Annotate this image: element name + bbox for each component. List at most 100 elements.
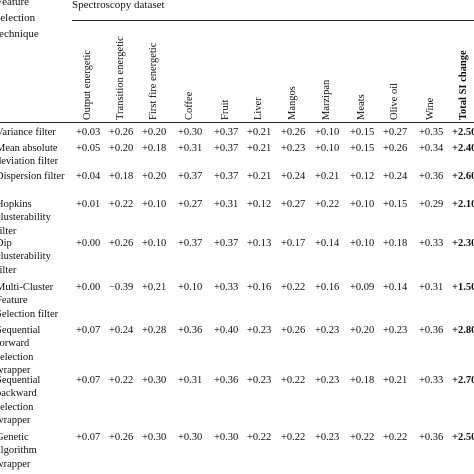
table-cell: +0.26 bbox=[109, 432, 134, 443]
table-cell: +2.50 bbox=[452, 127, 474, 138]
table-cell: +0.40 bbox=[214, 325, 239, 336]
table-cell: +1.50 bbox=[452, 282, 474, 293]
table-cell: +0.36 bbox=[419, 432, 444, 443]
table-cell: +0.10 bbox=[178, 282, 203, 293]
table-cell: +0.17 bbox=[281, 238, 306, 249]
table-cell: +0.29 bbox=[419, 199, 444, 210]
column-header: Transition energetic bbox=[115, 36, 126, 120]
column-header: Output energetic bbox=[82, 49, 93, 120]
table-cell: +0.37 bbox=[214, 143, 239, 154]
table-cell: +2.50 bbox=[452, 432, 474, 443]
table-cell: +0.21 bbox=[247, 127, 272, 138]
table-cell: +0.21 bbox=[142, 282, 167, 293]
table-cell: +2.70 bbox=[452, 375, 474, 386]
table-cell: +0.36 bbox=[419, 325, 444, 336]
table-cell: +2.60 bbox=[452, 171, 474, 182]
table-cell: +0.23 bbox=[315, 375, 340, 386]
table-cell: +0.13 bbox=[247, 238, 272, 249]
table-cell: +0.18 bbox=[383, 238, 408, 249]
table-cell: +0.26 bbox=[109, 238, 134, 249]
table-cell: +0.37 bbox=[178, 238, 203, 249]
table-cell: +0.22 bbox=[315, 199, 340, 210]
table-cell: +0.04 bbox=[76, 171, 101, 182]
column-header-wrapper: Liver bbox=[251, 30, 281, 120]
column-header: Wine bbox=[425, 97, 436, 120]
row-label: Sequential backward selection wrapper bbox=[0, 375, 41, 426]
table-cell: +0.37 bbox=[214, 238, 239, 249]
table-cell: +0.14 bbox=[315, 238, 340, 249]
table-cell: +0.09 bbox=[350, 282, 375, 293]
table-cell: +0.14 bbox=[383, 282, 408, 293]
table-cell: +0.33 bbox=[214, 282, 239, 293]
table-cell: +0.10 bbox=[142, 199, 167, 210]
table-cell: +0.23 bbox=[383, 325, 408, 336]
row-label: Dip clusterability filter bbox=[0, 238, 51, 276]
table-cell: +0.36 bbox=[214, 375, 239, 386]
table-cell: +0.37 bbox=[214, 171, 239, 182]
row-label: Variance filter bbox=[0, 127, 56, 138]
table-cell: +0.10 bbox=[315, 127, 340, 138]
table-cell: +0.23 bbox=[281, 143, 306, 154]
table-cell: +0.34 bbox=[419, 143, 444, 154]
table-cell: +0.15 bbox=[350, 127, 375, 138]
table-cell: +0.07 bbox=[76, 375, 101, 386]
table-cell: +0.20 bbox=[350, 325, 375, 336]
table-cell: +0.16 bbox=[315, 282, 340, 293]
table-cell: +0.05 bbox=[76, 143, 101, 154]
table-cell: +0.22 bbox=[281, 375, 306, 386]
table-cell: +0.18 bbox=[142, 143, 167, 154]
column-header: Marzipan bbox=[321, 79, 332, 120]
column-header-wrapper: Transition energetic bbox=[113, 30, 143, 120]
table-cell: +0.31 bbox=[178, 143, 203, 154]
table-cell: +0.00 bbox=[76, 282, 101, 293]
table-cell: +0.33 bbox=[419, 375, 444, 386]
table-cell: +0.03 bbox=[76, 127, 101, 138]
table-cell: +0.37 bbox=[178, 171, 203, 182]
table-cell: +0.26 bbox=[281, 127, 306, 138]
table-cell: +0.18 bbox=[109, 171, 134, 182]
table-cell: +0.00 bbox=[76, 238, 101, 249]
header-bottom-rule bbox=[0, 122, 474, 123]
table-cell: +0.22 bbox=[109, 199, 134, 210]
table-cell: +0.15 bbox=[350, 143, 375, 154]
table-cell: +0.35 bbox=[419, 127, 444, 138]
group-header-rule bbox=[72, 20, 474, 21]
table-cell: +0.24 bbox=[383, 171, 408, 182]
table-cell: +0.23 bbox=[247, 375, 272, 386]
table-cell: +0.27 bbox=[178, 199, 203, 210]
column-header: Coffee bbox=[184, 91, 195, 120]
table-cell: +0.30 bbox=[178, 127, 203, 138]
table-cell: +0.20 bbox=[142, 171, 167, 182]
table-cell: +2.40 bbox=[452, 143, 474, 154]
table-cell: +0.22 bbox=[281, 282, 306, 293]
column-header-wrapper: Coffee bbox=[182, 30, 212, 120]
table-cell: +0.12 bbox=[247, 199, 272, 210]
table-cell: +0.15 bbox=[383, 199, 408, 210]
table-cell: +0.21 bbox=[247, 171, 272, 182]
column-header-wrapper: Total SI change bbox=[456, 30, 474, 120]
row-label: Multi-Cluster Feature Selection filter bbox=[0, 282, 59, 320]
table-cell: +0.16 bbox=[247, 282, 272, 293]
table-cell: +0.24 bbox=[109, 325, 134, 336]
column-header-wrapper: Olive oil bbox=[387, 30, 417, 120]
table-cell: +0.36 bbox=[419, 171, 444, 182]
table-cell: +0.10 bbox=[350, 199, 375, 210]
column-header: Olive oil bbox=[389, 82, 400, 120]
column-header-wrapper: Marzipan bbox=[319, 30, 349, 120]
table-cell: +0.10 bbox=[350, 238, 375, 249]
table-cell: +0.36 bbox=[178, 325, 203, 336]
table-cell: +0.26 bbox=[109, 127, 134, 138]
table-cell: +0.21 bbox=[247, 143, 272, 154]
table-cell: +0.22 bbox=[350, 432, 375, 443]
table-cell: +0.33 bbox=[419, 238, 444, 249]
row-label: Dispersion filter bbox=[0, 171, 65, 182]
table-cell: +2.80 bbox=[452, 325, 474, 336]
table-cell: +0.20 bbox=[142, 127, 167, 138]
column-header-wrapper: First fire energetic bbox=[146, 30, 176, 120]
table-cell: +0.01 bbox=[76, 199, 101, 210]
table-cell: +0.22 bbox=[383, 432, 408, 443]
table-cell: +0.18 bbox=[350, 375, 375, 386]
row-label: Mean absolute deviation filter bbox=[0, 143, 59, 168]
table-cell: +0.23 bbox=[247, 325, 272, 336]
